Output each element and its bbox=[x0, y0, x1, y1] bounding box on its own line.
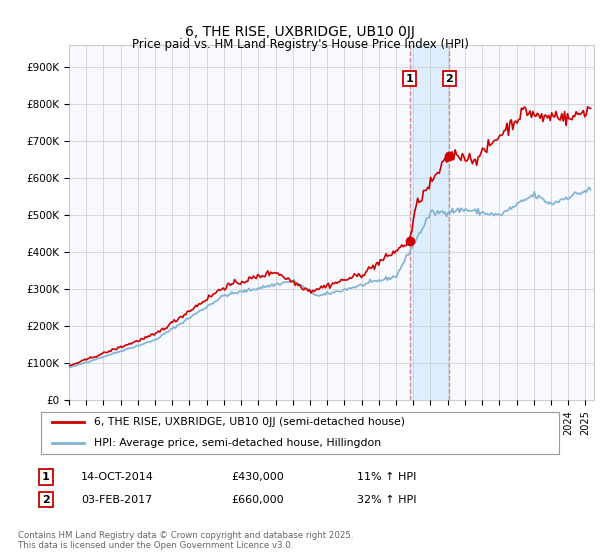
FancyBboxPatch shape bbox=[41, 412, 559, 454]
Text: £660,000: £660,000 bbox=[231, 494, 284, 505]
Text: 11% ↑ HPI: 11% ↑ HPI bbox=[357, 472, 416, 482]
Text: 6, THE RISE, UXBRIDGE, UB10 0JJ (semi-detached house): 6, THE RISE, UXBRIDGE, UB10 0JJ (semi-de… bbox=[94, 417, 405, 427]
Text: 03-FEB-2017: 03-FEB-2017 bbox=[81, 494, 152, 505]
Text: 32% ↑ HPI: 32% ↑ HPI bbox=[357, 494, 416, 505]
Text: £430,000: £430,000 bbox=[231, 472, 284, 482]
Text: 14-OCT-2014: 14-OCT-2014 bbox=[81, 472, 154, 482]
Text: 2: 2 bbox=[445, 73, 453, 83]
Text: Contains HM Land Registry data © Crown copyright and database right 2025.
This d: Contains HM Land Registry data © Crown c… bbox=[18, 531, 353, 550]
Text: 1: 1 bbox=[42, 472, 50, 482]
Text: HPI: Average price, semi-detached house, Hillingdon: HPI: Average price, semi-detached house,… bbox=[94, 438, 381, 448]
Text: Price paid vs. HM Land Registry's House Price Index (HPI): Price paid vs. HM Land Registry's House … bbox=[131, 38, 469, 51]
Text: 1: 1 bbox=[406, 73, 413, 83]
Text: 2: 2 bbox=[42, 494, 50, 505]
Text: 6, THE RISE, UXBRIDGE, UB10 0JJ: 6, THE RISE, UXBRIDGE, UB10 0JJ bbox=[185, 25, 415, 39]
Bar bbox=[410, 45, 449, 400]
